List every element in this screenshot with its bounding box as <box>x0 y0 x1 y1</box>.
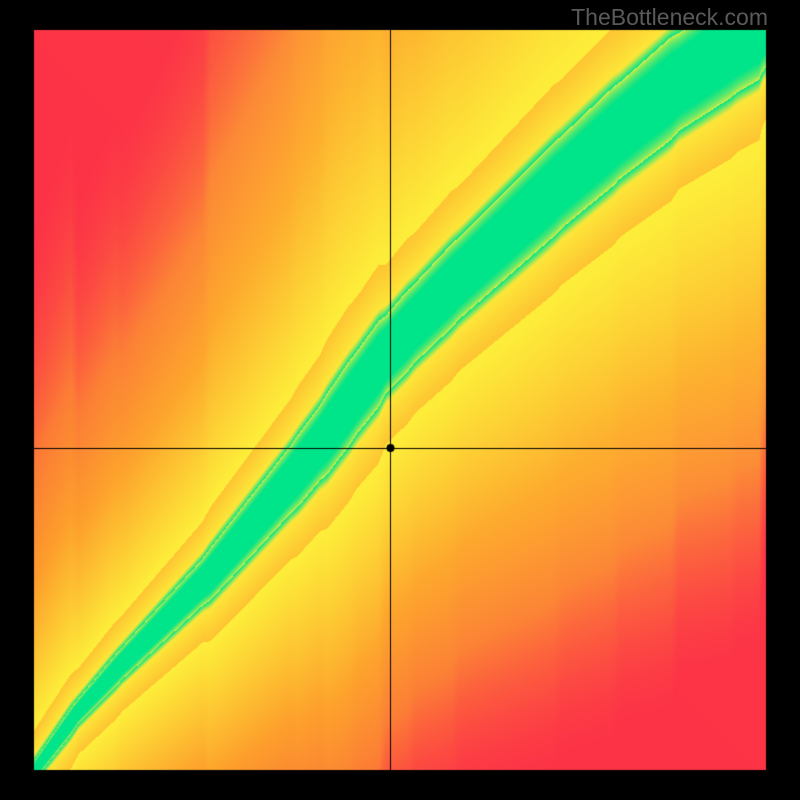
watermark-text: TheBottleneck.com <box>571 4 768 31</box>
chart-container: TheBottleneck.com <box>0 0 800 800</box>
heatmap-canvas <box>0 0 800 800</box>
